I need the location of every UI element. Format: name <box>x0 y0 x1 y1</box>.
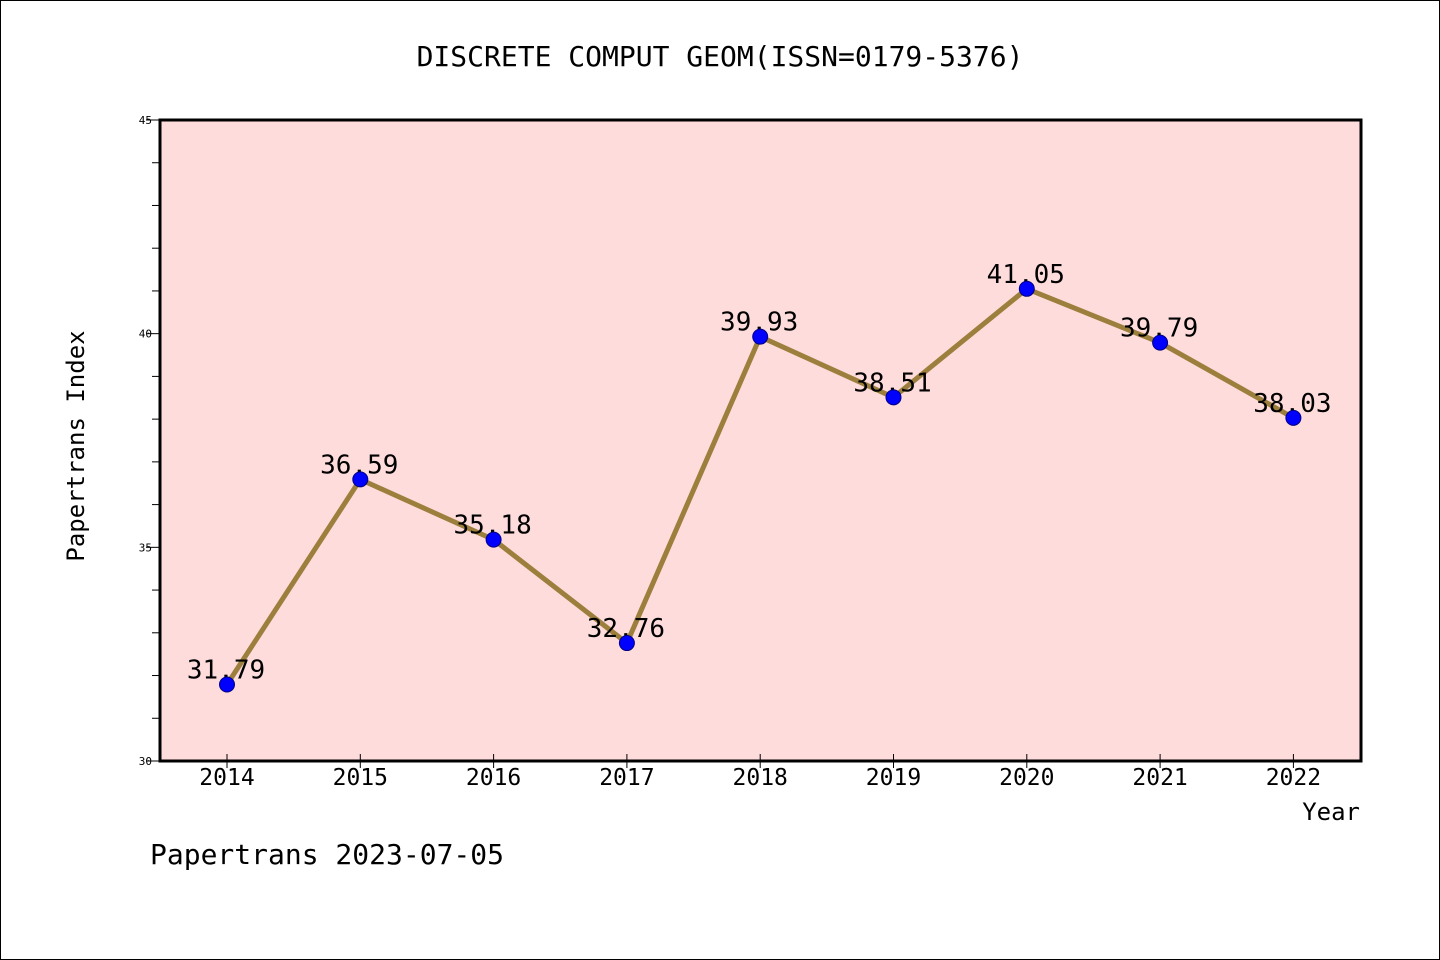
data-point <box>885 389 902 406</box>
x-tick-label: 2019 <box>866 765 921 791</box>
y-tick-label: 45 <box>139 114 152 127</box>
data-point <box>1152 334 1169 351</box>
y-tick-label: 30 <box>139 755 152 768</box>
data-point <box>1018 280 1035 297</box>
series-group: 31.7936.5935.1832.7639.9338.5141.0539.79… <box>187 260 1332 693</box>
data-point <box>752 328 769 345</box>
plot-area <box>158 118 1363 763</box>
footer-date-text: Papertrans 2023-07-05 <box>150 838 504 871</box>
x-tick-label: 2020 <box>999 765 1054 791</box>
data-point <box>1285 409 1302 426</box>
x-axis: 2014 2015 2016 2017 2018 2019 2020 2021 2022 <box>199 754 1321 791</box>
data-point <box>352 471 369 488</box>
x-tick-label: 2016 <box>466 765 521 791</box>
x-tick-label: 2018 <box>733 765 788 791</box>
x-tick-label: 2017 <box>599 765 654 791</box>
data-point <box>485 531 502 548</box>
y-tick-label: 35 <box>139 541 152 554</box>
chart-title: DISCRETE COMPUT GEOM(ISSN=0179-5376) <box>417 40 1024 73</box>
x-tick-label: 2022 <box>1266 765 1321 791</box>
data-point <box>219 676 235 693</box>
data-point <box>618 635 635 652</box>
y-axis-label: Papertrans Index <box>62 330 90 561</box>
x-tick-label: 2015 <box>333 765 388 791</box>
x-tick-label: 2021 <box>1132 765 1187 791</box>
x-tick-label: 2014 <box>199 765 254 791</box>
y-tick-label: 40 <box>139 328 152 341</box>
y-axis: 30 35 40 45 <box>139 114 160 768</box>
x-axis-label: Year <box>1302 798 1360 826</box>
